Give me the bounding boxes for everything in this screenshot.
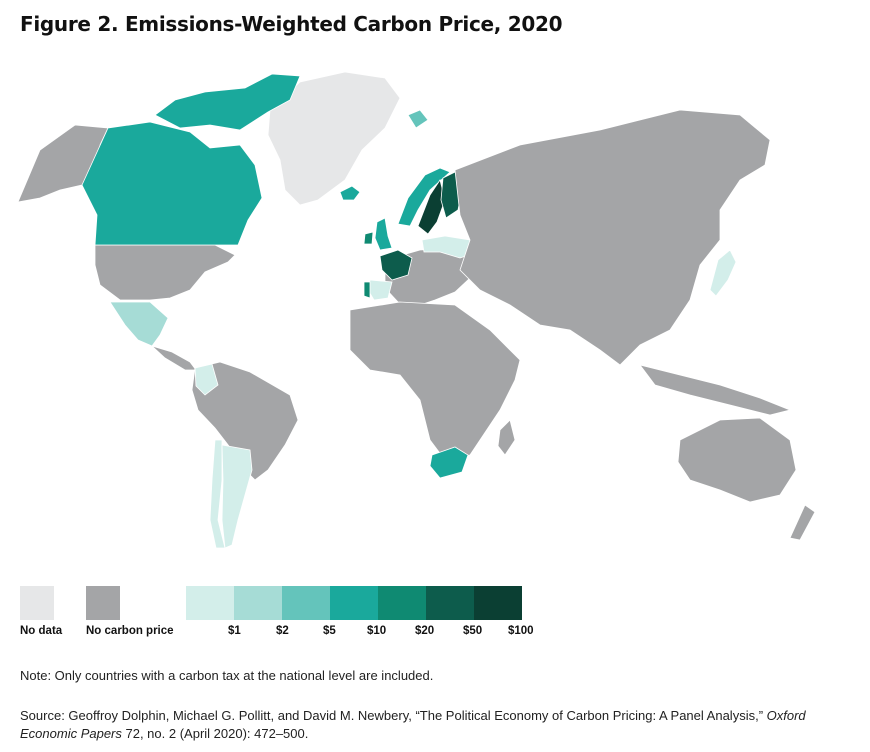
- legend-swatch-no-carbon-price: [86, 586, 120, 620]
- region-japan: [709, 249, 737, 297]
- region-mexico: [109, 301, 169, 347]
- region-new-zealand: [789, 504, 816, 541]
- legend-label-10: $10: [367, 625, 387, 637]
- legend-swatch-2: [234, 586, 282, 620]
- region-greenland: [267, 71, 401, 206]
- legend-label-no-carbon-price: No carbon price: [86, 625, 174, 637]
- region-uk: [374, 217, 393, 251]
- region-usa: [94, 244, 236, 301]
- legend-swatch-10: [330, 586, 378, 620]
- legend-label-1: $1: [228, 625, 241, 637]
- region-asia: [454, 109, 771, 366]
- legend-label-100: $100: [508, 625, 534, 637]
- region-south-africa: [429, 446, 469, 479]
- region-france: [379, 249, 413, 281]
- region-canada-arctic: [154, 73, 301, 131]
- legend-label-2: $2: [276, 625, 289, 637]
- region-madagascar: [497, 419, 516, 456]
- region-iceland: [339, 185, 361, 201]
- legend-swatch-50: [426, 586, 474, 620]
- region-portugal: [363, 281, 371, 299]
- source-suffix: 72, no. 2 (April 2020): 472–500.: [121, 726, 309, 741]
- region-africa: [349, 301, 521, 461]
- legend-swatch-100: [474, 586, 522, 620]
- world-map-svg: [17, 71, 816, 549]
- region-south-america: [191, 361, 299, 481]
- region-southeast-asia: [639, 364, 792, 416]
- region-colombia: [194, 363, 219, 396]
- region-canada: [81, 121, 263, 246]
- region-svalbard: [407, 109, 429, 129]
- map-legend: No data No carbon price $1 $2 $5 $10 $20…: [20, 586, 560, 646]
- legend-swatch-20: [378, 586, 426, 620]
- figure-note: Note: Only countries with a carbon tax a…: [20, 668, 434, 683]
- figure-title: Figure 2. Emissions-Weighted Carbon Pric…: [20, 12, 563, 36]
- region-ireland: [363, 231, 374, 245]
- legend-swatch-no-data: [20, 586, 54, 620]
- legend-label-5: $5: [323, 625, 336, 637]
- region-australia: [677, 417, 797, 503]
- legend-label-no-data: No data: [20, 625, 63, 637]
- region-norway: [397, 167, 451, 227]
- region-spain: [367, 279, 393, 301]
- region-argentina: [221, 444, 253, 549]
- legend-label-50: $50: [463, 625, 483, 637]
- figure-source: Source: Geoffroy Dolphin, Michael G. Pol…: [20, 707, 840, 743]
- region-central-america: [151, 345, 197, 371]
- source-journal: Oxford Economic Papers: [20, 708, 806, 741]
- legend-label-20: $20: [415, 625, 435, 637]
- legend-swatch-1: [186, 586, 234, 620]
- source-prefix: Source: Geoffroy Dolphin, Michael G. Pol…: [20, 708, 767, 723]
- world-map: [0, 55, 870, 575]
- legend-swatch-5: [282, 586, 330, 620]
